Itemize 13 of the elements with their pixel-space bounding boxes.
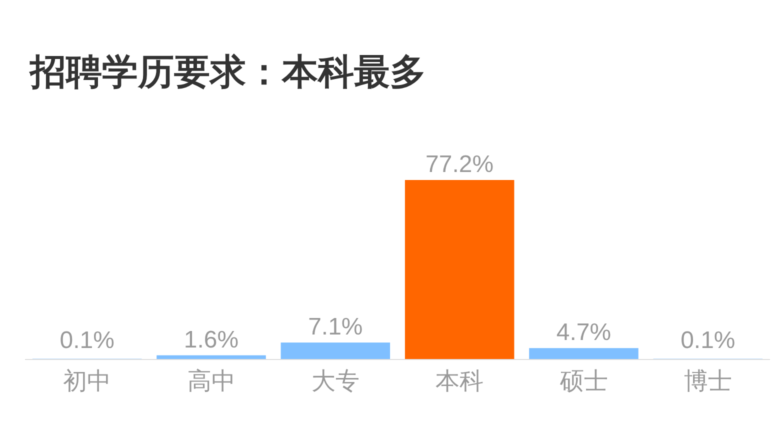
data-label: 7.1% xyxy=(308,314,363,341)
x-tick-label: 大专 xyxy=(311,368,360,395)
x-tick-label: 博士 xyxy=(684,368,732,395)
chart-title: 招聘学历要求：本科最多 xyxy=(28,51,426,92)
data-label: 1.6% xyxy=(184,326,239,354)
data-label: 0.1% xyxy=(60,327,114,354)
data-label: 77.2% xyxy=(426,151,494,178)
data-label: 0.1% xyxy=(680,327,736,354)
x-tick-label: 初中 xyxy=(63,368,112,395)
data-label: 4.7% xyxy=(556,319,612,346)
x-tick-label: 高中 xyxy=(187,368,236,395)
x-tick-label: 硕士 xyxy=(558,368,608,395)
x-tick-label: 本科 xyxy=(436,368,484,395)
